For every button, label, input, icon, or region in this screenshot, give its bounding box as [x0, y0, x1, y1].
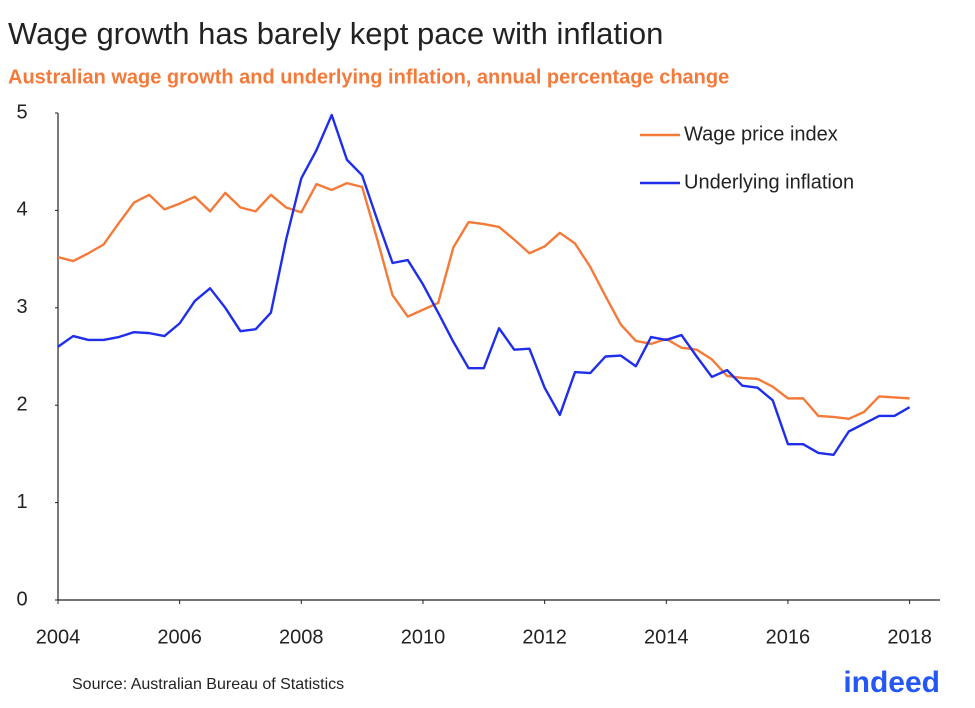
series-line [57, 113, 911, 457]
chart-subtitle: Australian wage growth and underlying in… [8, 66, 729, 88]
x-tick-label: 2014 [644, 626, 689, 648]
x-tick-label: 2010 [401, 626, 446, 648]
chart-title: Wage growth has barely kept pace with in… [8, 16, 663, 51]
x-tick-label: 2006 [157, 626, 202, 648]
y-tick-label: 0 [16, 588, 27, 610]
x-tick-label: 2012 [522, 626, 567, 648]
x-tick-label: 2016 [766, 626, 811, 648]
y-tick-label: 2 [16, 393, 27, 415]
y-tick-label: 5 [16, 101, 27, 123]
series-line [57, 181, 910, 421]
x-tick-label: 2018 [887, 626, 932, 648]
x-tick-label: 2004 [36, 626, 81, 648]
source-note: Source: Australian Bureau of Statistics [72, 676, 344, 693]
y-tick-label: 4 [16, 199, 27, 221]
x-tick-label: 2008 [279, 626, 324, 648]
legend-label: Wage price index [684, 123, 838, 145]
y-tick-label: 1 [16, 491, 27, 513]
legend-label: Underlying inflation [684, 171, 854, 193]
y-tick-label: 3 [16, 296, 27, 318]
brand-logo: indeed [843, 666, 940, 699]
